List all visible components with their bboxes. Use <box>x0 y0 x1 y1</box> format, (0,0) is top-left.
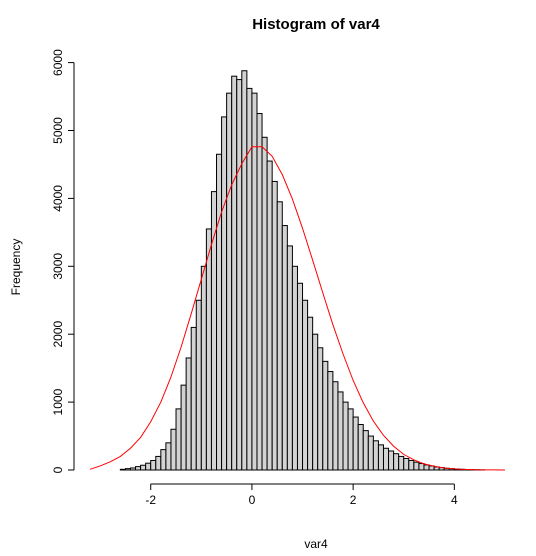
y-tick-label: 6000 <box>51 49 65 76</box>
density-curve-line <box>89 146 505 471</box>
histogram-bar <box>200 265 207 471</box>
histogram-bar <box>129 467 137 471</box>
histogram-bar <box>221 116 228 471</box>
histogram-bar <box>185 357 192 471</box>
x-axis-label: var4 <box>304 537 328 551</box>
y-tick-label: 2000 <box>51 321 65 348</box>
x-tick-label: 0 <box>249 493 256 507</box>
histogram-bar <box>312 333 319 471</box>
histogram-bars <box>119 70 486 471</box>
histogram-bar <box>256 113 263 471</box>
histogram-bar <box>377 444 384 471</box>
y-tick-label: 0 <box>51 466 65 473</box>
histogram-bar <box>140 464 147 471</box>
histogram-bar <box>393 453 400 471</box>
histogram-bar <box>362 430 369 471</box>
histogram-bar <box>165 442 172 471</box>
chart-title: Histogram of var4 <box>252 16 380 33</box>
y-tick-label: 3000 <box>51 253 65 280</box>
histogram-bar <box>296 282 304 471</box>
histogram-bar <box>155 455 162 471</box>
histogram-bar <box>408 459 415 471</box>
histogram-bar <box>322 360 329 471</box>
histogram-bar <box>266 160 273 471</box>
histogram-bar <box>261 136 268 471</box>
y-axis-label: Frequency <box>9 239 23 296</box>
histogram-bar <box>135 466 142 471</box>
histogram-bar <box>160 449 167 471</box>
histogram-bar <box>332 381 339 471</box>
histogram-bar <box>124 468 131 471</box>
histogram-bar <box>150 459 157 471</box>
histogram-bar <box>226 92 233 471</box>
histogram-bar <box>251 92 258 471</box>
histogram-bar <box>307 316 314 471</box>
histogram-bar <box>398 455 405 471</box>
histogram-bar <box>241 70 248 471</box>
histogram-bar <box>180 384 187 471</box>
histogram-bar <box>327 371 334 471</box>
histogram-bar <box>210 191 218 471</box>
histogram-bar <box>291 265 298 471</box>
histogram-bar <box>236 79 243 471</box>
histogram-bar <box>367 435 374 471</box>
histogram-bar <box>342 401 349 471</box>
histogram-bar <box>337 391 344 471</box>
y-tick-label: 1000 <box>51 388 65 415</box>
histogram-bar <box>403 457 410 471</box>
histogram-bar <box>317 347 324 471</box>
y-tick-label: 5000 <box>51 117 65 144</box>
histogram-bar <box>205 228 212 471</box>
histogram-bar <box>372 440 379 471</box>
y-tick-label: 4000 <box>51 185 65 212</box>
histogram-bar <box>413 461 420 471</box>
histogram-bar <box>271 180 278 471</box>
histogram-bar <box>170 428 177 471</box>
histogram-bar <box>231 75 238 471</box>
x-tick-label: 2 <box>350 493 357 507</box>
histogram-bar <box>388 450 395 471</box>
histogram-bar <box>286 245 293 471</box>
histogram-bar <box>145 462 152 471</box>
histogram-bar <box>347 408 354 471</box>
x-axis: -2 0 2 4 <box>145 483 458 507</box>
histogram-bar <box>423 464 430 471</box>
histogram-bar <box>276 201 283 471</box>
histogram-bar <box>246 87 253 471</box>
histogram-bar <box>281 225 288 471</box>
histogram-bar <box>382 447 390 471</box>
x-tick-label: 4 <box>451 493 458 507</box>
histogram-bar <box>175 408 182 471</box>
histogram-bar <box>216 153 223 471</box>
histogram-bar <box>119 468 126 471</box>
histogram-bar <box>418 463 425 471</box>
histogram-bar <box>190 326 197 471</box>
y-axis: 0 1000 2000 3000 4000 5000 6000 <box>51 49 75 473</box>
x-tick-label: -2 <box>145 493 156 507</box>
histogram-bar <box>302 299 309 471</box>
histogram-bar <box>195 299 202 471</box>
histogram-bar <box>357 424 364 471</box>
histogram-bar <box>352 416 359 471</box>
